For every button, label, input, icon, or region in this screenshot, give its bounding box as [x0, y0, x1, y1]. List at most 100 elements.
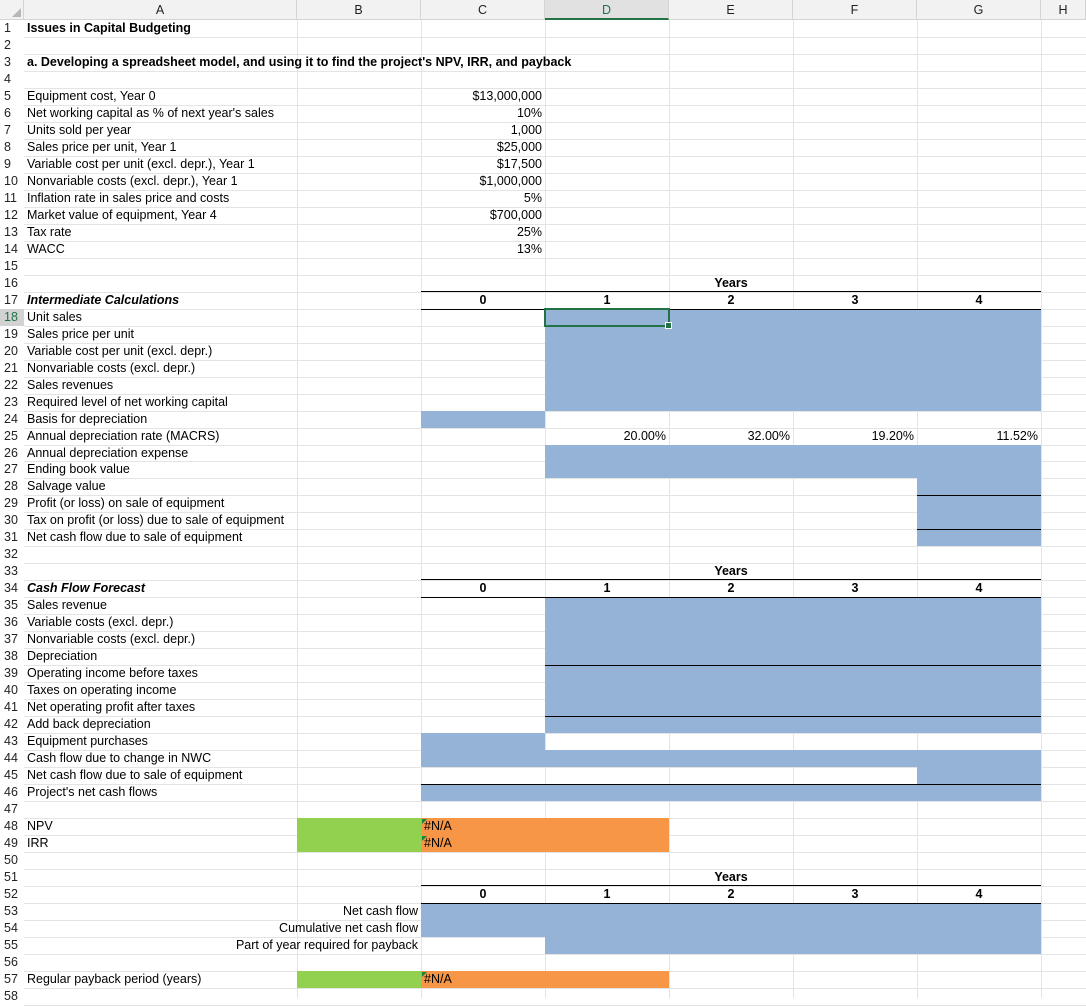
years-label[interactable]: Years — [714, 275, 748, 290]
payback-row-label[interactable]: Part of year required for payback — [235, 937, 418, 952]
row-header[interactable]: 10 — [4, 173, 18, 188]
row-header[interactable]: 46 — [4, 785, 18, 800]
intermediate-label[interactable]: Sales price per unit — [27, 326, 135, 341]
input-value[interactable]: 1,000 — [510, 122, 542, 137]
row-header[interactable]: 31 — [4, 530, 18, 545]
input-label[interactable]: Tax rate — [27, 224, 72, 239]
intermediate-label[interactable]: Net cash flow due to sale of equipment — [27, 530, 243, 545]
row-header[interactable]: 27 — [4, 462, 18, 477]
payback-period-label[interactable]: Regular payback period (years) — [27, 971, 202, 986]
row-header[interactable]: 6 — [4, 105, 11, 120]
forecast-label[interactable]: Net cash flow due to sale of equipment — [27, 768, 243, 783]
row-header[interactable]: 53 — [4, 903, 18, 918]
row-header[interactable]: 37 — [4, 632, 18, 647]
row-header[interactable]: 38 — [4, 649, 18, 664]
input-label[interactable]: Net working capital as % of next year's … — [27, 105, 274, 120]
input-value[interactable]: 25% — [516, 224, 542, 239]
row-header[interactable]: 18 — [0, 308, 24, 326]
row-header[interactable]: 16 — [4, 275, 18, 290]
row-header[interactable]: 5 — [4, 88, 11, 103]
row-header[interactable]: 48 — [4, 819, 18, 834]
input-value[interactable]: 13% — [516, 241, 542, 256]
intermediate-label[interactable]: Tax on profit (or loss) due to sale of e… — [27, 513, 285, 528]
row-header[interactable]: 12 — [4, 207, 18, 222]
forecast-label[interactable]: Taxes on operating income — [27, 683, 177, 698]
intermediate-label[interactable]: Annual depreciation rate (MACRS) — [27, 428, 220, 443]
forecast-label[interactable]: Operating income before taxes — [27, 666, 198, 681]
row-header[interactable]: 20 — [4, 343, 18, 358]
row-header[interactable]: 51 — [4, 870, 18, 884]
row-header[interactable]: 25 — [4, 428, 18, 443]
input-value[interactable]: 5% — [523, 190, 542, 205]
select-all-corner[interactable] — [0, 0, 24, 20]
row-header[interactable]: 19 — [4, 326, 18, 341]
column-header-e[interactable]: E — [669, 0, 793, 20]
column-header-g[interactable]: G — [917, 0, 1041, 20]
row-header[interactable]: 54 — [4, 920, 18, 935]
macrs-rate-year-1[interactable]: 20.00% — [623, 428, 666, 443]
intermediate-label[interactable]: Salvage value — [27, 479, 106, 494]
row-header[interactable]: 1 — [4, 21, 11, 35]
row-header[interactable]: 30 — [4, 513, 18, 528]
sheet-title[interactable]: Issues in Capital Budgeting — [27, 21, 191, 35]
row-header[interactable]: 39 — [4, 666, 18, 681]
row-header[interactable]: 2 — [4, 37, 11, 52]
row-header[interactable]: 33 — [4, 564, 18, 579]
row-header[interactable]: 7 — [4, 122, 11, 137]
row-header[interactable]: 52 — [4, 886, 18, 901]
intermediate-label[interactable]: Unit sales — [27, 309, 82, 324]
npv-value[interactable]: #N/A — [424, 819, 452, 834]
row-header[interactable]: 23 — [4, 394, 18, 409]
row-header[interactable]: 15 — [4, 258, 18, 273]
input-label[interactable]: Sales price per unit, Year 1 — [27, 139, 177, 154]
years-label[interactable]: Years — [714, 870, 748, 884]
column-header-h[interactable]: H — [1041, 0, 1086, 20]
intermediate-label[interactable]: Sales revenues — [27, 377, 114, 392]
row-header[interactable]: 41 — [4, 700, 18, 715]
intermediate-heading[interactable]: Intermediate Calculations — [27, 292, 180, 307]
row-header[interactable]: 14 — [4, 241, 18, 256]
forecast-label[interactable]: Net operating profit after taxes — [27, 700, 196, 715]
macrs-rate-year-4[interactable]: 11.52% — [996, 428, 1038, 443]
year-2[interactable]: 2 — [727, 886, 735, 901]
intermediate-label[interactable]: Nonvariable costs (excl. depr.) — [27, 360, 196, 375]
section-a-heading[interactable]: a. Developing a spreadsheet model, and u… — [27, 54, 572, 69]
input-label[interactable]: Nonvariable costs (excl. depr.), Year 1 — [27, 173, 238, 188]
column-header-c[interactable]: C — [421, 0, 545, 20]
year-0[interactable]: 0 — [479, 886, 487, 901]
input-value[interactable]: $25,000 — [496, 139, 542, 154]
year-3[interactable]: 3 — [851, 292, 859, 307]
forecast-heading[interactable]: Cash Flow Forecast — [27, 581, 146, 596]
input-label[interactable]: Units sold per year — [27, 122, 132, 137]
year-1[interactable]: 1 — [603, 581, 611, 596]
input-value[interactable]: 10% — [516, 105, 542, 120]
year-1[interactable]: 1 — [603, 292, 611, 307]
input-label[interactable]: Variable cost per unit (excl. depr.), Ye… — [27, 156, 255, 171]
column-header-b[interactable]: B — [297, 0, 421, 20]
row-header[interactable]: 24 — [4, 411, 18, 426]
year-4[interactable]: 4 — [975, 581, 983, 596]
row-header[interactable]: 17 — [4, 292, 18, 307]
forecast-label[interactable]: Add back depreciation — [27, 717, 151, 732]
row-header[interactable]: 36 — [4, 615, 18, 630]
years-label[interactable]: Years — [714, 564, 748, 579]
row-header[interactable]: 56 — [4, 954, 18, 969]
intermediate-label[interactable]: Variable cost per unit (excl. depr.) — [27, 343, 213, 358]
input-value[interactable]: $13,000,000 — [472, 88, 542, 103]
payback-row-label[interactable]: Net cash flow — [342, 903, 418, 918]
row-header[interactable]: 47 — [4, 802, 18, 817]
year-3[interactable]: 3 — [851, 581, 859, 596]
input-label[interactable]: Inflation rate in sales price and costs — [27, 190, 230, 205]
row-header[interactable]: 11 — [4, 190, 17, 205]
year-2[interactable]: 2 — [727, 581, 735, 596]
year-1[interactable]: 1 — [603, 886, 611, 901]
row-header[interactable]: 35 — [4, 598, 18, 613]
input-label[interactable]: WACC — [27, 241, 65, 256]
input-label[interactable]: Market value of equipment, Year 4 — [27, 207, 217, 222]
row-header[interactable]: 43 — [4, 734, 18, 749]
row-header[interactable]: 13 — [4, 224, 18, 239]
intermediate-label[interactable]: Profit (or loss) on sale of equipment — [27, 496, 225, 511]
row-header[interactable]: 32 — [4, 547, 18, 562]
forecast-label[interactable]: Cash flow due to change in NWC — [27, 751, 212, 766]
row-header[interactable]: 55 — [4, 937, 18, 952]
